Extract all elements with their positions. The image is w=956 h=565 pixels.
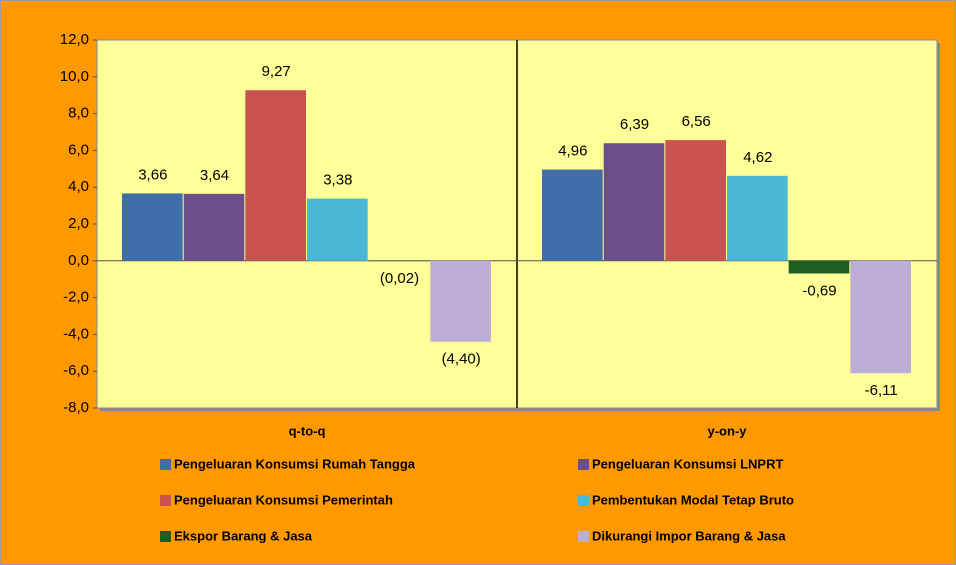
legend-label: Pengeluaran Konsumsi Rumah Tangga [174, 456, 416, 471]
y-tick-label: 10,0 [60, 68, 89, 85]
data-label: 3,64 [200, 167, 229, 184]
legend-label: Dikurangi Impor Barang & Jasa [592, 528, 786, 543]
bar [245, 90, 306, 261]
data-label: 9,27 [262, 63, 291, 80]
y-tick-label: 8,0 [68, 105, 89, 122]
y-tick-label: 0,0 [68, 252, 89, 269]
bar [850, 260, 911, 374]
legend-label: Pengeluaran Konsumsi Pemerintah [174, 492, 393, 507]
legend-swatch [160, 531, 171, 542]
data-label: 6,56 [682, 113, 711, 130]
bar [788, 260, 850, 274]
bar [727, 175, 788, 261]
y-tick-label: -8,0 [63, 399, 89, 416]
data-label: 6,39 [620, 116, 649, 133]
legend-label: Pengeluaran Konsumsi LNPRT [592, 456, 783, 471]
data-label: (0,02) [380, 270, 419, 287]
bar [183, 193, 245, 261]
data-label: -0,69 [802, 282, 836, 299]
bar [430, 260, 491, 342]
bar [665, 140, 726, 261]
data-label: -6,11 [865, 382, 898, 399]
data-label: 4,62 [743, 149, 772, 166]
legend-swatch [160, 459, 171, 470]
legend-swatch [578, 495, 589, 506]
bar [542, 169, 603, 261]
bar [603, 143, 665, 261]
legend-label: Ekspor Barang & Jasa [174, 528, 313, 543]
legend-swatch [160, 495, 171, 506]
legend-swatch [578, 531, 589, 542]
y-tick-label: -4,0 [63, 325, 89, 342]
data-label: 4,96 [558, 143, 587, 160]
data-label: (4,40) [442, 351, 481, 368]
y-tick-label: -6,0 [63, 362, 89, 379]
y-tick-label: -2,0 [63, 289, 89, 306]
bar [307, 198, 368, 261]
data-label: 3,66 [138, 166, 167, 183]
y-tick-label: 12,0 [60, 31, 89, 48]
legend-label: Pembentukan Modal Tetap Bruto [592, 492, 794, 507]
y-tick-label: 4,0 [68, 178, 89, 195]
x-tick-label: y-on-y [708, 423, 748, 438]
x-tick-label: q-to-q [289, 423, 326, 438]
data-label: 3,38 [323, 172, 352, 189]
y-tick-label: 2,0 [68, 215, 89, 232]
legend-swatch [578, 459, 589, 470]
y-tick-label: 6,0 [68, 141, 89, 158]
bar [122, 193, 183, 261]
